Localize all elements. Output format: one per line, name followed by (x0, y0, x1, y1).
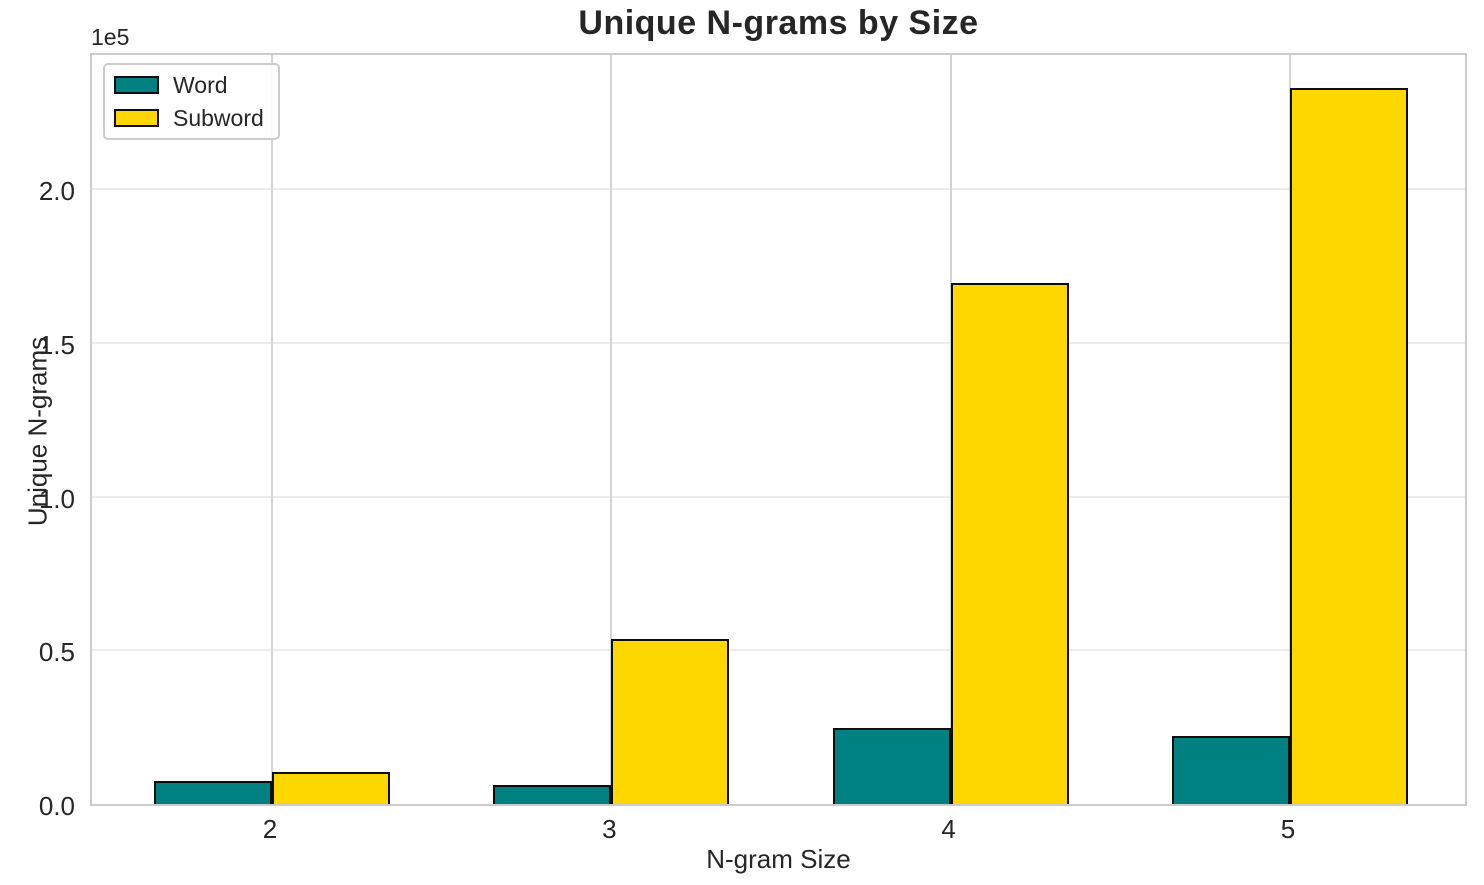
plot-area (90, 53, 1467, 806)
bar-word-5 (1171, 736, 1290, 804)
bar-subword-4 (950, 283, 1069, 804)
x-tick-label-5: 5 (1280, 814, 1296, 844)
x-tick-label-3: 3 (602, 814, 617, 844)
legend-label-subword: Subword (173, 105, 264, 131)
legend-swatch-subword (114, 109, 159, 127)
legend-label-word: Word (173, 72, 228, 98)
bar-subword-3 (611, 639, 730, 804)
h-gridline-2.0 (92, 188, 1465, 191)
legend-swatch-word (114, 76, 159, 94)
v-gridline-2 (271, 55, 273, 804)
y-tick-label-1.5: 1.5 (38, 329, 75, 360)
legend-item-word: Word (114, 72, 264, 98)
y-tick-label-1.0: 1.0 (38, 483, 75, 514)
bar-subword-2 (272, 772, 390, 804)
h-gridline-1.0 (92, 495, 1465, 498)
v-gridline-3 (610, 55, 613, 804)
legend-item-subword: Subword (114, 105, 264, 131)
bar-word-4 (832, 728, 951, 804)
x-tick-label-4: 4 (941, 814, 956, 844)
bar-word-3 (493, 785, 612, 804)
x-axis-label: N-gram Size (706, 844, 851, 874)
chart-title: Unique N-grams by Size (578, 4, 979, 42)
bar-subword-5 (1289, 88, 1408, 804)
legend: Word Subword (103, 63, 280, 140)
h-gridline-0.5 (92, 649, 1465, 652)
h-gridline-1.5 (92, 341, 1465, 344)
bar-word-2 (154, 781, 272, 804)
x-tick-label-2: 2 (262, 814, 278, 844)
y-tick-label-2.0: 2.0 (38, 176, 75, 207)
y-tick-label-0.0: 0.0 (38, 791, 75, 821)
y-axis-offset-text: 1e5 (91, 24, 130, 50)
y-tick-label-0.5: 0.5 (38, 637, 75, 668)
y-axis-label: Unique N-grams (22, 336, 53, 527)
